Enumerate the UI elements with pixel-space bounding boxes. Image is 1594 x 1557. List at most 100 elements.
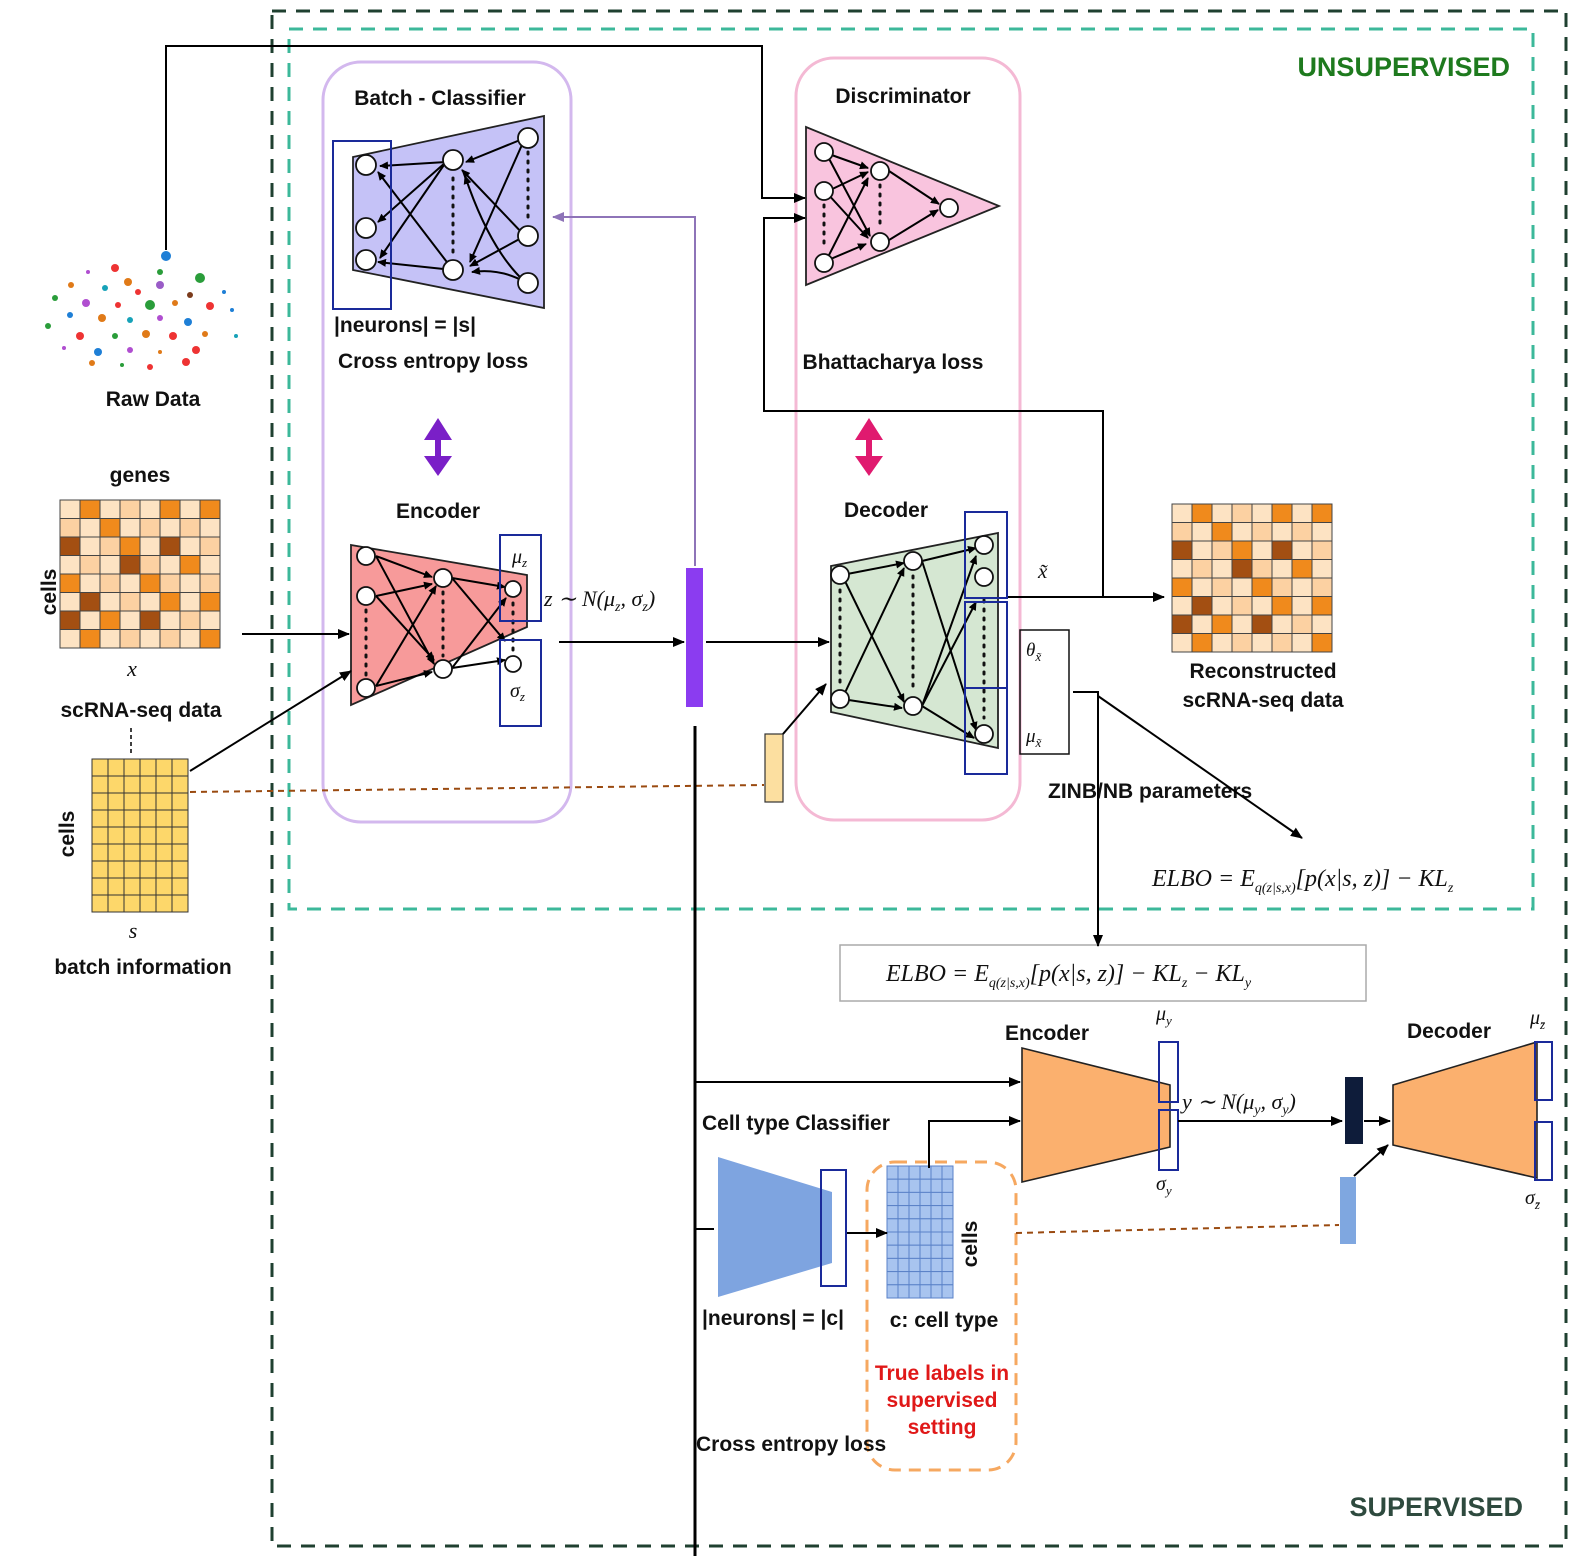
matrix-cell <box>919 1231 932 1246</box>
matrix-cell <box>1271 596 1293 616</box>
matrix-cell <box>123 792 141 811</box>
matrix-cell <box>59 629 81 649</box>
matrix-cell <box>139 536 161 556</box>
matrix-cell <box>1231 503 1253 523</box>
matrix-cell <box>99 555 121 575</box>
matrix-cell <box>1271 577 1293 597</box>
matrix-cell <box>99 592 121 612</box>
reconstructed-matrix <box>1171 503 1333 653</box>
sup-decoder-network <box>1392 1040 1538 1180</box>
matrix-cell <box>159 592 181 612</box>
celltype-label: c: cell type <box>890 1309 999 1332</box>
celltype-loss-label: Cross entropy loss <box>696 1433 886 1456</box>
zinb-params-box <box>1019 629 1070 755</box>
matrix-cell <box>79 573 101 593</box>
matrix-cell <box>1191 633 1213 653</box>
matrix-cell <box>1171 633 1193 653</box>
matrix-cell <box>139 518 161 538</box>
matrix-cell <box>941 1231 954 1246</box>
matrix-cell <box>139 610 161 630</box>
matrix-cell <box>59 610 81 630</box>
matrix-cell <box>1311 522 1333 542</box>
matrix-cell <box>199 592 221 612</box>
discriminator-title: Discriminator <box>835 85 970 108</box>
matrix-cell <box>1191 540 1213 560</box>
matrix-cell <box>1311 614 1333 634</box>
batch-neurons-label: |neurons| = |s| <box>334 314 476 337</box>
gene-expression-matrix <box>59 499 221 649</box>
matrix-cell <box>941 1178 954 1193</box>
matrix-cell <box>1271 540 1293 560</box>
matrix-cell <box>119 629 141 649</box>
matrix-cell <box>886 1231 899 1246</box>
matrix-cell <box>59 555 81 575</box>
matrix-cell <box>1271 559 1293 579</box>
supervised-label: SUPERVISED <box>1349 1492 1523 1522</box>
matrix-cell <box>1251 522 1273 542</box>
encoder-mu-label: μz <box>511 546 527 570</box>
matrix-cell <box>1291 540 1313 560</box>
encoder-mu-box <box>499 534 542 622</box>
matrix-cell <box>123 809 141 828</box>
matrix-cell <box>1231 614 1253 634</box>
matrix-cell <box>1251 614 1273 634</box>
unsupervised-label: UNSUPERVISED <box>1297 52 1510 82</box>
matrix-cell <box>886 1165 899 1180</box>
cell-type-classifier-network <box>718 1157 832 1297</box>
matrix-cell <box>908 1231 921 1246</box>
batch-cells-label: cells <box>56 811 79 858</box>
matrix-cell <box>1251 559 1273 579</box>
matrix-cell <box>99 610 121 630</box>
matrix-cell <box>123 860 141 879</box>
elbo-unsupervised: ELBO = Eq(z|s,x)[p(x|s, z)] − KLz <box>1151 866 1454 896</box>
batch-matrix <box>91 758 189 913</box>
batch-output-neurons <box>332 140 392 310</box>
matrix-cell <box>155 809 173 828</box>
matrix-cell <box>99 629 121 649</box>
latent-z-bar <box>686 568 703 707</box>
matrix-cell <box>179 573 201 593</box>
matrix-cell <box>123 826 141 845</box>
matrix-cell <box>99 573 121 593</box>
mu-zbar-label: μz̄ <box>1529 1007 1546 1032</box>
matrix-cell <box>171 792 189 811</box>
cell-type-vector <box>1340 1177 1356 1244</box>
matrix-cell <box>930 1284 943 1299</box>
matrix-cell <box>159 499 181 519</box>
matrix-cell <box>1211 596 1233 616</box>
matrix-cell <box>1311 596 1333 616</box>
matrix-cell <box>930 1191 943 1207</box>
matrix-cell <box>908 1284 921 1299</box>
matrix-cell <box>930 1257 943 1273</box>
matrix-cell <box>199 629 221 649</box>
matrix-cell <box>941 1284 954 1299</box>
matrix-cell <box>99 499 121 519</box>
matrix-cell <box>1311 503 1333 523</box>
encoder-title: Encoder <box>396 500 480 523</box>
matrix-cell <box>179 555 201 575</box>
matrix-cell <box>123 894 141 913</box>
matrix-cell <box>171 860 189 879</box>
matrix-cell <box>908 1178 921 1193</box>
sup-encoder-sigma-box <box>1158 1109 1179 1171</box>
matrix-cell <box>1211 577 1233 597</box>
matrix-cell <box>886 1244 899 1259</box>
matrix-cell <box>919 1284 932 1299</box>
matrix-cell <box>99 518 121 538</box>
matrix-cell <box>119 573 141 593</box>
matrix-cell <box>1231 522 1253 542</box>
sup-encoder-mu-box <box>1158 1041 1179 1103</box>
true-labels-line1: True labels in <box>875 1362 1009 1385</box>
matrix-cell <box>1191 559 1213 579</box>
matrix-cell <box>897 1231 910 1246</box>
matrix-cell <box>179 592 201 612</box>
sup-encoder-title: Encoder <box>1005 1022 1089 1045</box>
matrix-cell <box>886 1257 899 1273</box>
matrix-cell <box>1271 503 1293 523</box>
sup-decoder-title: Decoder <box>1407 1020 1491 1043</box>
matrix-cell <box>1251 540 1273 560</box>
matrix-cell <box>119 610 141 630</box>
cell-type-classifier-title: Cell type Classifier <box>702 1112 890 1135</box>
matrix-cell <box>171 877 189 896</box>
